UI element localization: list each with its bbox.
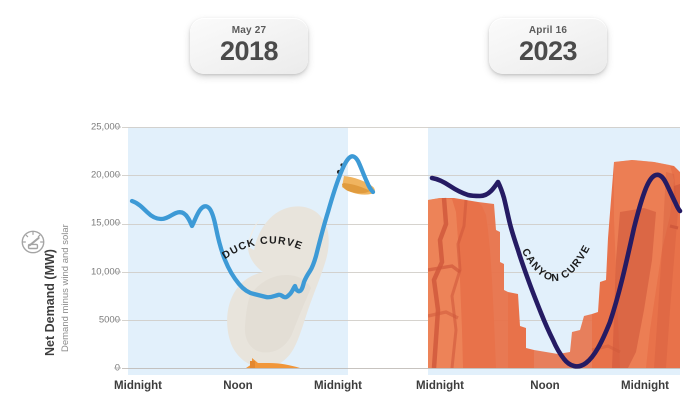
y-axis-tick-mark	[114, 126, 121, 128]
x-axis-tick-labels: Midnight Noon Midnight Midnight Noon Midnight	[0, 380, 684, 404]
gridline-5000	[122, 320, 680, 321]
panel-1-duck-graphic	[129, 154, 376, 368]
duck-feet	[246, 358, 300, 368]
svg-text:CANYON CURVE: CANYON CURVE	[519, 243, 593, 284]
y-axis-subtitle: Demand minus wind and solar	[60, 224, 71, 352]
panel-2-canyon-graphic	[428, 160, 683, 369]
y-axis-tick-label: 25,000	[90, 121, 120, 133]
plot-area: DUCK CURVE	[122, 120, 683, 375]
canyon-curve-label: CANYON CURVE	[519, 243, 592, 284]
x-axis-tick-label: Midnight	[114, 380, 162, 392]
x-axis-tick-label: Midnight	[314, 380, 362, 392]
gauge-icon	[21, 230, 45, 254]
canyon-curve-line	[429, 172, 683, 369]
panel-1-date-year: 2018	[219, 36, 279, 67]
y-axis-tick-mark	[114, 319, 121, 321]
panel-2-date-month: April 16	[528, 25, 568, 37]
gridline-10000	[122, 272, 680, 273]
panel-1-date-month: May 27	[231, 25, 267, 37]
canyon-rock-formation	[428, 160, 680, 368]
gridline-0	[122, 368, 680, 369]
y-axis-title: Net Demand (MW)	[43, 249, 57, 356]
panel-2-date-card: April 16 2023	[489, 18, 607, 74]
y-axis-tick-mark	[114, 367, 121, 369]
gridline-20000	[122, 175, 680, 176]
y-axis-title-group: Net Demand (MW) Demand minus wind and so…	[21, 120, 80, 372]
panel-1-date-card: May 27 2018	[190, 18, 308, 74]
y-axis-tick-mark	[114, 174, 121, 176]
x-axis-tick-label: Noon	[223, 380, 253, 392]
gridline-25000	[122, 127, 680, 128]
duck-curve-line	[129, 154, 376, 300]
panel-2-date-year: 2023	[518, 36, 578, 67]
gridline-15000	[122, 224, 680, 225]
y-axis-tick-mark	[114, 222, 121, 224]
y-axis-tick-label: 20,000	[90, 169, 120, 181]
y-axis-tick-label: 15,000	[90, 217, 120, 229]
y-axis-tick-label: 5000	[98, 314, 120, 326]
canyon-curve-annotation: CANYON CURVE	[519, 243, 593, 284]
x-axis-tick-label: Noon	[530, 380, 560, 392]
x-axis-tick-label: Midnight	[416, 380, 464, 392]
x-axis-tick-label: Midnight	[621, 380, 669, 392]
y-axis-tick-label: 10,000	[90, 266, 120, 278]
y-axis-tick-mark	[114, 271, 121, 273]
duck-curve-annotation: DUCK CURVE	[220, 234, 303, 261]
